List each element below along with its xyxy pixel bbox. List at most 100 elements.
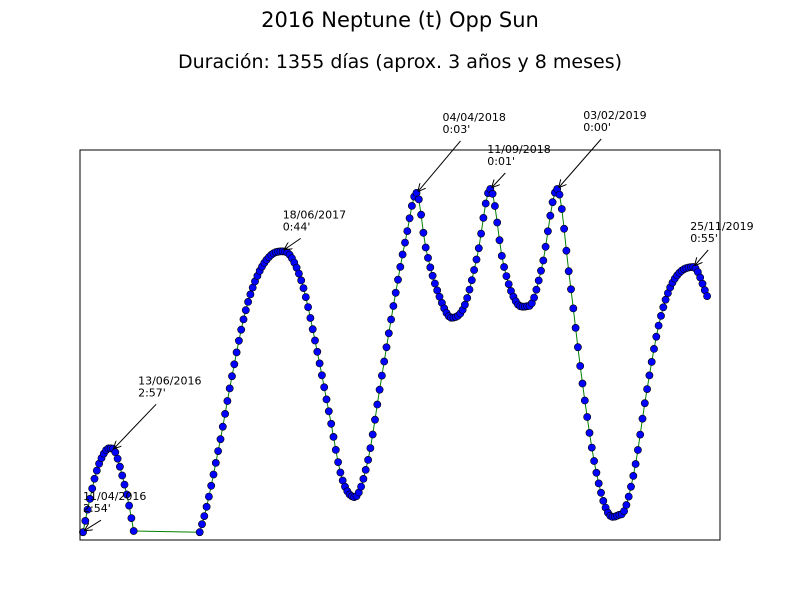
data-point [357, 482, 365, 491]
data-point [244, 297, 252, 306]
annotation-arrow [85, 519, 102, 530]
data-point [546, 211, 555, 220]
data-point [389, 302, 398, 310]
data-point [477, 229, 485, 238]
annotation-date: 25/11/2019 [690, 220, 753, 233]
annotation-value: 2:54' [83, 502, 111, 515]
data-point [497, 251, 506, 260]
data-point [127, 514, 136, 522]
data-point [125, 501, 134, 510]
data-point [361, 465, 370, 474]
annotation-arrow [419, 140, 461, 191]
data-point [209, 470, 218, 479]
annotation-date: 03/02/2019 [583, 109, 646, 122]
data-point [597, 488, 605, 497]
data-point [537, 266, 545, 275]
data-point [659, 303, 668, 312]
data-point [246, 290, 255, 299]
data-point [488, 189, 497, 198]
data-point [387, 315, 395, 324]
data-point [396, 262, 405, 271]
annotation-arrow [114, 403, 157, 448]
data-point [652, 332, 661, 341]
data-point [557, 205, 566, 213]
data-point [218, 422, 227, 431]
data-point [414, 195, 423, 204]
data-point [401, 238, 409, 247]
data-point [634, 446, 642, 454]
data-point [366, 444, 375, 452]
data-point [504, 280, 513, 288]
data-point [426, 263, 435, 272]
data-point [241, 306, 250, 315]
data-point [460, 300, 469, 309]
data-point [113, 454, 122, 463]
annotation-value: 2:57' [138, 386, 166, 399]
data-point [643, 385, 651, 393]
data-point [490, 202, 499, 210]
annotation-value: 0:55' [690, 232, 718, 245]
data-point [574, 343, 582, 352]
data-point [195, 528, 204, 537]
data-point [230, 360, 239, 369]
series-line [82, 187, 708, 533]
data-point [548, 198, 557, 207]
data-point [631, 460, 640, 468]
data-point [329, 432, 338, 441]
data-point [500, 263, 508, 271]
data-point [120, 480, 129, 489]
data-point [313, 347, 322, 356]
data-point [83, 505, 92, 514]
data-point [661, 295, 670, 304]
data-point [703, 292, 711, 300]
data-point [198, 520, 206, 529]
data-point [654, 321, 663, 330]
data-point [368, 430, 377, 439]
data-point [122, 490, 131, 499]
data-point [594, 479, 603, 488]
data-point [539, 256, 548, 265]
data-point [322, 395, 331, 404]
data-point [129, 527, 138, 535]
data-point [306, 314, 315, 322]
data-point [481, 199, 490, 208]
data-point [311, 336, 319, 345]
data-point [299, 284, 308, 292]
annotation-date: 18/06/2017 [283, 208, 346, 221]
data-point [467, 276, 476, 285]
data-point [465, 285, 474, 294]
data-point [225, 384, 234, 393]
data-point [470, 266, 478, 274]
data-point [364, 455, 372, 464]
data-point [234, 336, 243, 345]
data-point [116, 462, 124, 471]
data-point [417, 210, 425, 219]
data-point [534, 276, 543, 285]
data-point [336, 468, 345, 477]
data-point [428, 271, 437, 280]
data-point [560, 224, 568, 233]
data-point [419, 228, 428, 237]
data-point [382, 343, 391, 352]
data-point [493, 218, 502, 227]
data-point [583, 413, 592, 421]
data-point [359, 474, 368, 483]
data-point [308, 325, 317, 334]
data-point [216, 435, 225, 444]
data-point [569, 304, 578, 313]
annotation-date: 13/06/2016 [138, 374, 201, 387]
data-point [375, 385, 384, 394]
data-point [118, 471, 127, 480]
annotation-value: 0:03' [443, 123, 471, 136]
data-point [320, 383, 329, 392]
data-point [327, 419, 336, 428]
data-point [228, 372, 236, 381]
plot-frame [79, 149, 721, 541]
chart-subtitle: Duración: 1355 días (aprox. 3 años y 8 m… [177, 51, 623, 73]
data-point [394, 275, 402, 284]
data-point [624, 492, 633, 501]
data-point [200, 512, 209, 520]
data-point [576, 362, 585, 370]
annotation-arrow [559, 138, 602, 187]
data-point [544, 227, 552, 236]
